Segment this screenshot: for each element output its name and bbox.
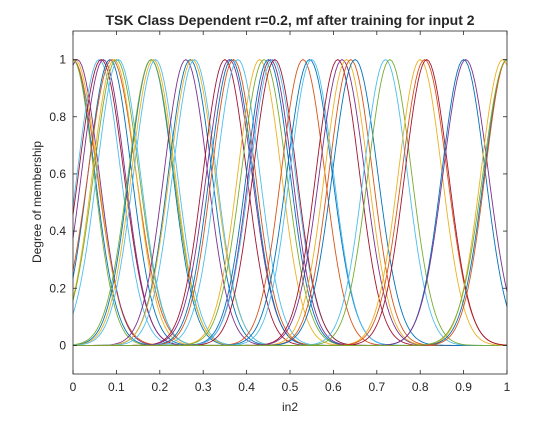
x-axis-label: in2 (282, 400, 298, 414)
y-tick-label: 0.2 (49, 281, 66, 295)
y-tick-label: 0.8 (49, 110, 66, 124)
x-tick-label: 0.7 (368, 380, 385, 394)
x-tick-label: 0 (70, 380, 77, 394)
x-axis-ticks: 0 0.1 0.2 0.3 0.4 0.5 0.6 0.7 0.8 0.9 1 (70, 31, 511, 394)
x-tick-label: 1 (504, 380, 511, 394)
x-tick-label: 0.4 (238, 380, 255, 394)
x-tick-label: 0.5 (282, 380, 299, 394)
membership-curves (72, 59, 508, 346)
y-tick-label: 0 (59, 338, 66, 352)
x-tick-label: 0.2 (151, 380, 168, 394)
y-tick-label: 1 (59, 53, 66, 67)
y-tick-label: 0.4 (49, 224, 66, 238)
x-tick-label: 0.6 (325, 380, 342, 394)
y-tick-label: 0.6 (49, 167, 66, 181)
chart-title: TSK Class Dependent r=0.2, mf after trai… (105, 12, 474, 28)
x-tick-label: 0.8 (412, 380, 429, 394)
y-axis-label: Degree of membership (30, 141, 44, 263)
membership-curve-51 (73, 59, 508, 346)
x-tick-label: 0.1 (108, 380, 125, 394)
plot-area-background (73, 31, 507, 374)
y-axis-ticks: 0 0.2 0.4 0.6 0.8 1 (49, 53, 507, 352)
x-tick-label: 0.3 (195, 380, 212, 394)
x-tick-label: 0.9 (455, 380, 472, 394)
